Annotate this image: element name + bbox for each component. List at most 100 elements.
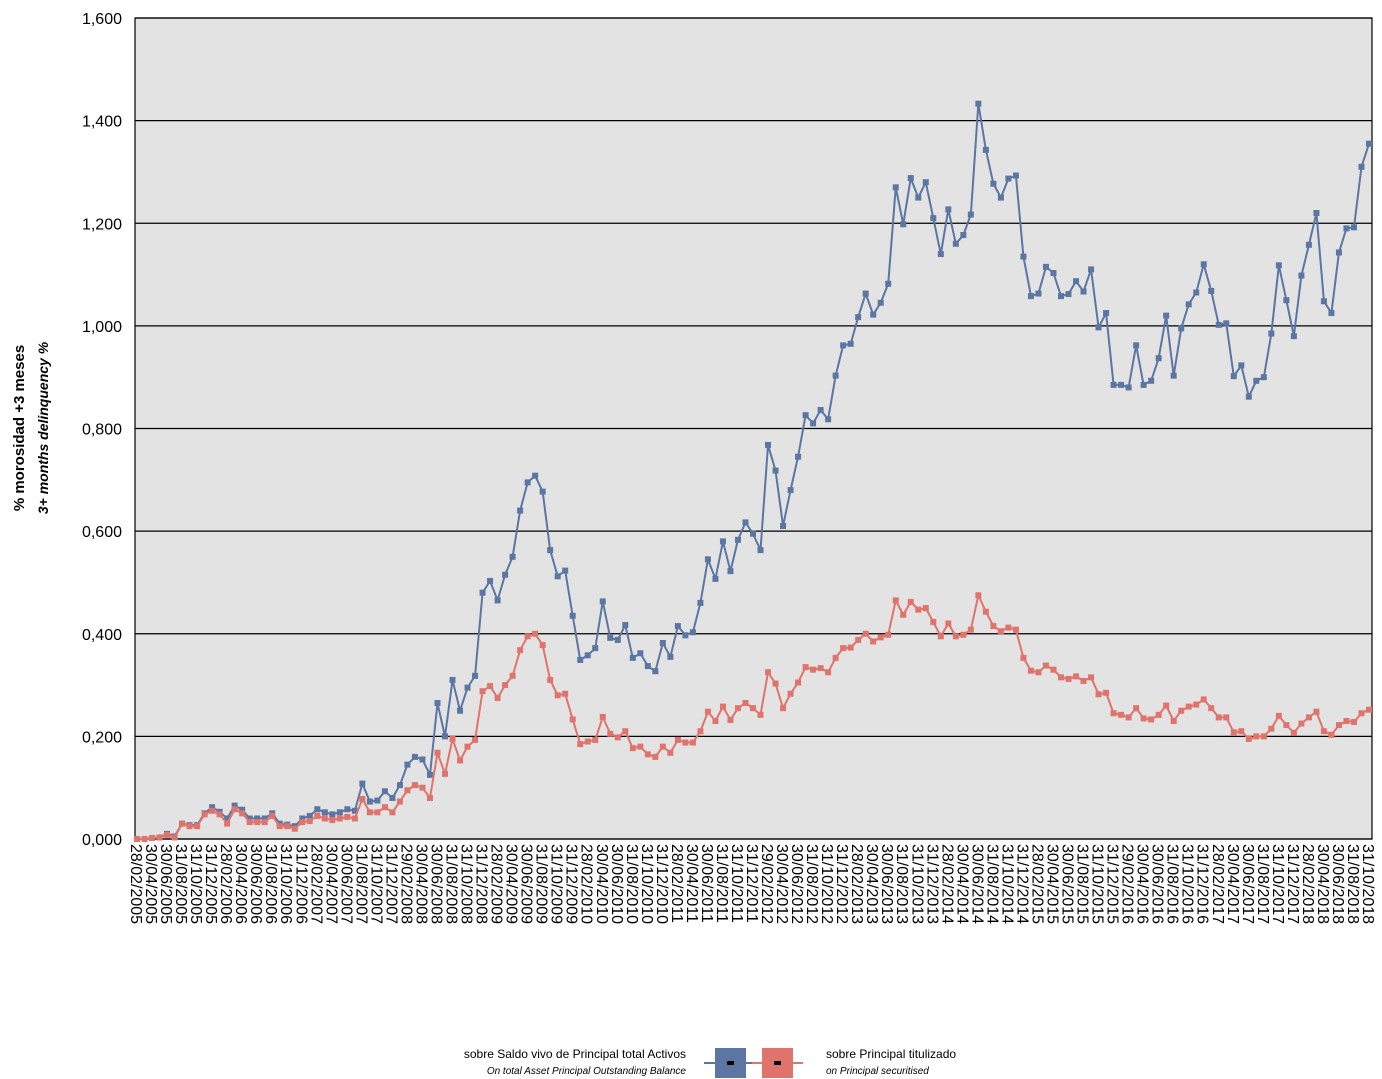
point-marker [186, 823, 193, 830]
point-marker [224, 820, 231, 827]
point-marker [389, 794, 396, 801]
point-marker [584, 738, 591, 745]
x-tick-label: 31/08/2013 [893, 844, 910, 924]
point-marker [847, 340, 854, 347]
point-marker [1350, 719, 1357, 726]
point-marker [1103, 689, 1110, 696]
point-marker [224, 815, 231, 822]
point-marker [1133, 705, 1140, 712]
point-marker [389, 809, 396, 816]
x-tick-label: 31/08/2018 [1344, 844, 1361, 924]
x-tick-label: 31/12/2012 [833, 844, 850, 924]
point-marker [892, 184, 899, 191]
point-marker [539, 642, 546, 649]
point-marker [742, 700, 749, 707]
point-marker [1245, 393, 1252, 400]
x-tick-label: 30/06/2017 [1239, 844, 1256, 924]
x-tick-label: 31/08/2012 [803, 844, 820, 924]
point-marker [1065, 291, 1072, 298]
point-marker [1065, 675, 1072, 682]
point-marker [1020, 654, 1027, 661]
point-marker [464, 684, 471, 691]
point-marker [562, 567, 569, 574]
point-marker [494, 694, 501, 701]
point-marker [1073, 673, 1080, 680]
x-tick-label: 30/04/2008 [412, 844, 429, 924]
point-marker [164, 831, 171, 838]
point-marker [644, 751, 651, 758]
x-tick-label: 31/10/2013 [908, 844, 925, 924]
point-marker [862, 630, 869, 637]
point-marker [1358, 710, 1365, 717]
point-marker [479, 688, 486, 695]
x-tick-label: 30/04/2016 [1134, 844, 1151, 924]
point-marker [1178, 325, 1185, 332]
point-marker [1350, 224, 1357, 231]
point-marker [1223, 714, 1230, 721]
point-marker [765, 669, 772, 676]
point-marker [795, 679, 802, 686]
point-marker [870, 311, 877, 318]
point-marker [239, 806, 246, 813]
point-marker [1178, 707, 1185, 714]
point-marker [862, 290, 869, 297]
y-axis-title: % morosidad +3 meses [11, 345, 28, 511]
point-marker [780, 522, 787, 529]
point-marker [179, 820, 186, 827]
x-tick-label: 31/08/2007 [352, 844, 369, 924]
point-marker [336, 815, 343, 822]
point-marker [937, 633, 944, 640]
plot-border [134, 17, 1373, 840]
point-marker [231, 802, 238, 809]
x-tick-label: 28/02/2018 [1299, 844, 1316, 924]
x-tick-label: 29/02/2012 [758, 844, 775, 924]
point-marker [502, 571, 509, 578]
point-marker [1110, 710, 1117, 717]
point-marker [885, 631, 892, 638]
x-tick-label: 31/10/2006 [277, 844, 294, 924]
point-marker [1208, 287, 1215, 294]
point-marker [411, 753, 418, 760]
point-marker [209, 807, 216, 814]
x-tick-label: 31/08/2017 [1254, 844, 1271, 924]
point-marker [900, 611, 907, 618]
point-marker [276, 823, 283, 830]
point-marker [261, 815, 268, 822]
point-marker [1005, 175, 1012, 182]
point-marker [366, 809, 373, 816]
x-tick-label: 31/10/2011 [728, 844, 745, 923]
point-marker [532, 630, 539, 637]
point-marker [306, 818, 313, 825]
point-marker [1200, 696, 1207, 703]
point-marker [374, 797, 381, 804]
point-marker [1313, 708, 1320, 715]
x-tick-label: 30/06/2015 [1059, 844, 1076, 924]
point-marker [1088, 266, 1095, 273]
point-marker [885, 280, 892, 287]
point-marker [1238, 728, 1245, 735]
x-tick-label: 30/06/2011 [698, 844, 715, 923]
point-marker [975, 100, 982, 107]
x-tick-label: 31/12/2006 [292, 844, 309, 924]
x-tick-label: 31/10/2007 [367, 844, 384, 924]
point-marker [1110, 381, 1117, 388]
point-marker [689, 629, 696, 636]
point-marker [997, 194, 1004, 201]
x-tick-label: 31/12/2005 [202, 844, 219, 924]
point-marker [1366, 140, 1372, 147]
point-marker [1118, 711, 1125, 718]
y-tick-label: 0,800 [82, 422, 122, 439]
point-marker [246, 815, 253, 822]
point-marker [269, 812, 276, 819]
x-tick-label: 28/02/2005 [127, 844, 144, 924]
x-tick-label: 31/12/2015 [1104, 844, 1121, 924]
point-marker [810, 666, 817, 673]
point-marker [1027, 293, 1034, 300]
point-marker [637, 743, 644, 750]
point-marker [945, 620, 952, 627]
x-tick-label: 31/08/2011 [713, 844, 730, 923]
point-marker [374, 809, 381, 816]
x-tick-label: 31/12/2009 [563, 844, 580, 924]
point-marker [344, 813, 351, 820]
